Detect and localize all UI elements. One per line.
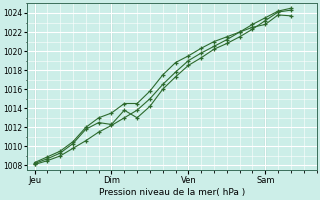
X-axis label: Pression niveau de la mer( hPa ): Pression niveau de la mer( hPa ) bbox=[99, 188, 245, 197]
